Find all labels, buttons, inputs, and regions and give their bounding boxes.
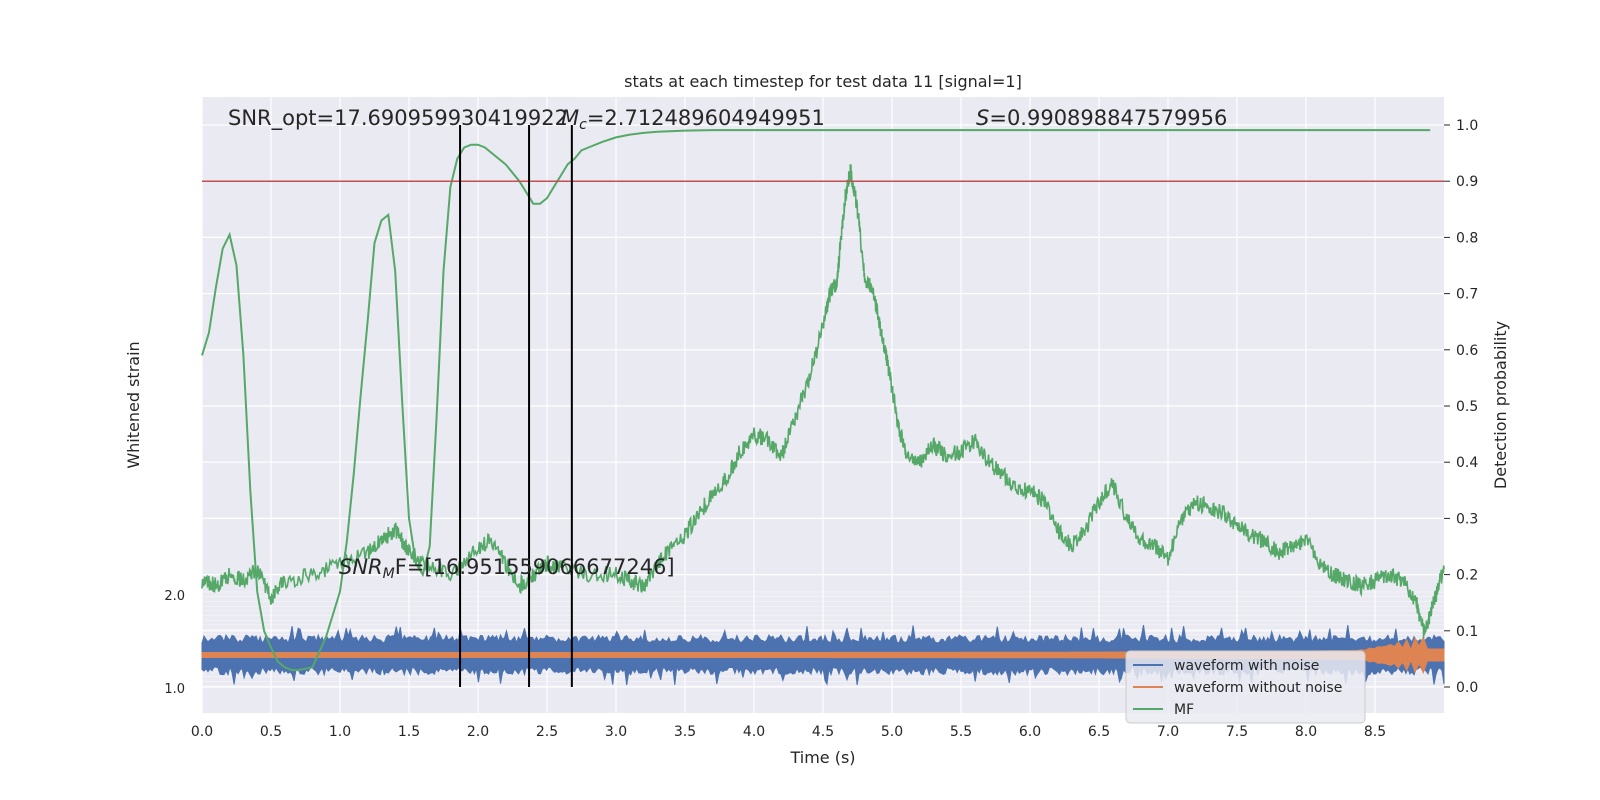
mf-group [201, 129, 1431, 672]
right-tick-label-9: 0.9 [1456, 174, 1478, 190]
mc-value: =2.712489604949951 [587, 106, 825, 130]
legend: waveform with noise waveform without noi… [1125, 650, 1366, 724]
stats-group [201, 164, 1445, 639]
annotation-s: S=0.990898847579956 [976, 106, 1227, 130]
legend-label-mf: MF [1174, 702, 1194, 718]
right-tick-label-6: 0.6 [1456, 343, 1478, 359]
right-axis-label: Detection probability [1491, 321, 1510, 489]
right-tick-label-4: 0.4 [1456, 455, 1478, 471]
mc-subscript: c [579, 117, 587, 133]
annotation-mc: Mc=2.712489604949951 [561, 106, 825, 133]
snr-mf-subscript: M [383, 566, 395, 582]
left-axis-label: Whitened strain [124, 341, 143, 468]
right-tick-label-7: 0.7 [1456, 287, 1478, 303]
snr-mf-symbol: SNR [339, 555, 383, 579]
x-ticks: 0.0 0.5 1.0 1.5 2.0 2.5 3.0 3.5 4.0 4.5 5.0 5.5 6.0 6… [191, 724, 1386, 740]
left-tick-top: 2.0 [164, 589, 185, 604]
mf-line [201, 129, 1431, 672]
grid [201, 97, 1444, 713]
annotation-snr-mf: SNRMF=[16.951559066677246] [339, 555, 675, 582]
x-tick-label-10: 5.0 [881, 724, 903, 740]
x-tick-label-16: 8.0 [1295, 724, 1317, 740]
right-tick-label-2: 0.2 [1456, 568, 1478, 584]
strain-band [201, 625, 1445, 686]
x-tick-label-0: 0.0 [191, 724, 213, 740]
right-tick-label-0: 0.0 [1456, 680, 1478, 696]
x-tick-label-17: 8.5 [1364, 724, 1386, 740]
x-tick-label-3: 1.5 [398, 724, 420, 740]
left-ticks: 2.0 1.0 [164, 589, 185, 697]
snr-mf-value: F=[16.951559066677246] [395, 555, 675, 579]
x-tick-label-11: 5.5 [950, 724, 972, 740]
legend-label-noise: waveform with noise [1174, 658, 1319, 674]
chart-title: stats at each timestep for test data 11 … [624, 72, 1022, 91]
x-tick-label-7: 3.5 [674, 724, 696, 740]
right-ticks: 0.0 0.1 0.2 0.3 0.4 0.5 0.6 0.7 0.8 0.9 1.0 [1444, 118, 1478, 696]
x-tick-label-2: 1.0 [329, 724, 351, 740]
x-tick-label-12: 6.0 [1019, 724, 1041, 740]
right-tick-label-1: 0.1 [1456, 624, 1478, 640]
waveform-without-noise-line [201, 635, 1445, 675]
right-tick-label-8: 0.8 [1456, 230, 1478, 246]
mc-symbol: M [561, 106, 579, 130]
x-tick-label-9: 4.5 [812, 724, 834, 740]
x-tick-label-13: 6.5 [1088, 724, 1110, 740]
stats-line [201, 164, 1445, 639]
vlines [459, 125, 573, 687]
x-tick-label-1: 0.5 [260, 724, 282, 740]
right-tick-label-3: 0.3 [1456, 511, 1478, 527]
legend-box [1125, 650, 1366, 724]
right-tick-label-10: 1.0 [1456, 118, 1478, 134]
s-symbol: S [976, 106, 989, 130]
x-tick-label-5: 2.5 [536, 724, 558, 740]
x-tick-label-14: 7.0 [1157, 724, 1179, 740]
legend-label-clean: waveform without noise [1174, 680, 1342, 696]
x-tick-label-4: 2.0 [467, 724, 489, 740]
annotation-snr-opt: SNR_opt=17.690959930419922 [228, 106, 568, 131]
x-tick-label-8: 4.0 [743, 724, 765, 740]
left-tick-bottom: 1.0 [164, 682, 185, 697]
x-tick-label-6: 3.0 [605, 724, 627, 740]
s-value: =0.990898847579956 [989, 106, 1227, 130]
x-axis-label: Time (s) [789, 748, 855, 767]
x-tick-label-15: 7.5 [1226, 724, 1248, 740]
right-tick-label-5: 0.5 [1456, 399, 1478, 415]
